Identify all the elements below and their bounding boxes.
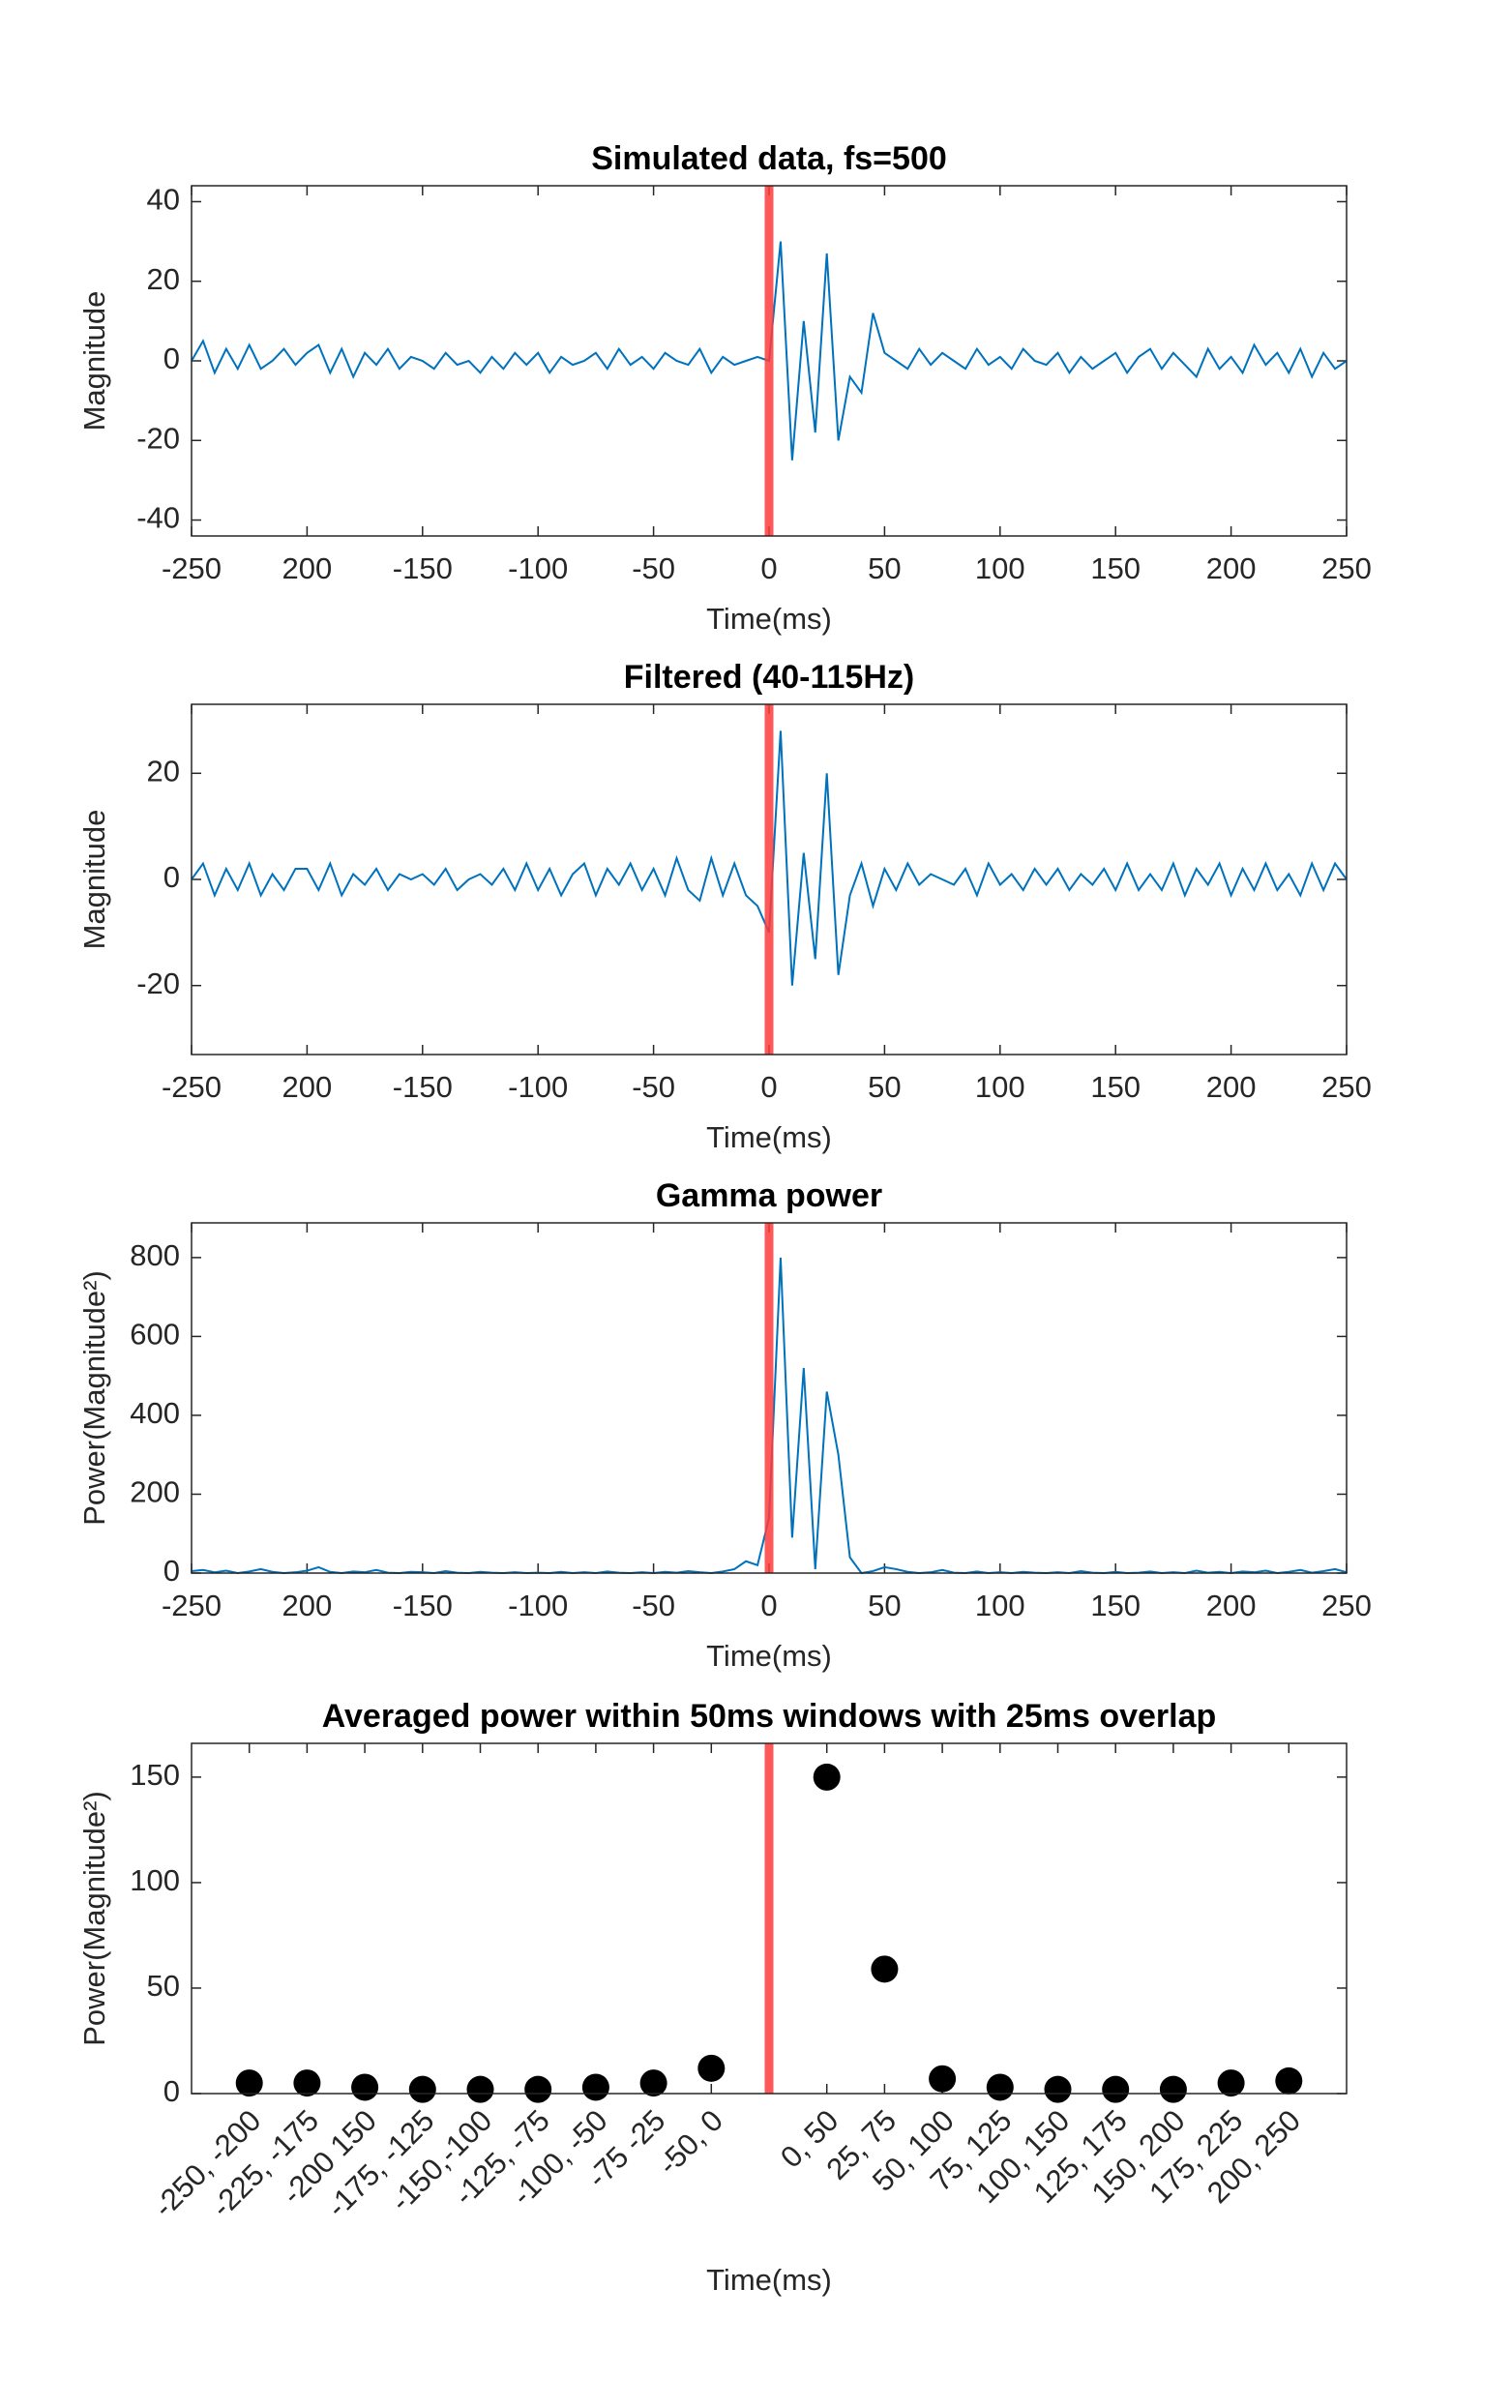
x-tick-label: 200 (282, 551, 333, 585)
x-axis-label: Time(ms) (706, 602, 832, 636)
x-tick-label: -150 (393, 1070, 453, 1104)
data-point (235, 2069, 263, 2097)
x-tick-label: -50, 0 (651, 2103, 729, 2182)
x-tick-label: 50 (868, 1070, 901, 1104)
y-tick-label: 100 (130, 1863, 180, 1897)
x-tick-label: 200 (1206, 551, 1257, 585)
x-tick-label: -50 (632, 1589, 675, 1622)
x-tick-label: -150 (393, 551, 453, 585)
data-point (466, 2075, 494, 2103)
axes-frame (191, 1222, 1348, 1574)
x-tick-label: -50 (632, 1070, 675, 1104)
data-point (351, 2073, 379, 2101)
x-tick-label: 250 (1321, 1589, 1372, 1622)
x-tick-label: 50 (868, 1589, 901, 1622)
x-tick-label: -250 (162, 1070, 222, 1104)
x-tick-label: -100 (508, 551, 568, 585)
y-tick-label: 800 (130, 1238, 180, 1272)
y-tick-label: 0 (163, 860, 180, 894)
x-tick-label: 200 (1206, 1070, 1257, 1104)
y-tick-label: 600 (130, 1318, 180, 1352)
data-point (1275, 2066, 1303, 2095)
y-axis-label: Power(Magnitude²) (77, 1791, 111, 2046)
y-tick-label: 20 (147, 754, 180, 788)
y-tick-label: 50 (147, 1969, 180, 2003)
y-tick-label: 0 (163, 2074, 180, 2108)
chart-title: Averaged power within 50ms windows with … (322, 1698, 1217, 1735)
y-tick-label: 150 (130, 1758, 180, 1792)
x-tick-label: -100 (508, 1070, 568, 1104)
x-tick-label: -150 (393, 1589, 453, 1622)
data-point (293, 2069, 321, 2097)
data-point (581, 2073, 609, 2101)
data-point (1217, 2069, 1245, 2097)
y-tick-label: 0 (163, 1554, 180, 1588)
data-point (524, 2075, 552, 2103)
x-tick-label: 0 (760, 1589, 777, 1622)
y-tick-label: 0 (163, 342, 180, 375)
x-axis-label: Time(ms) (706, 1120, 832, 1154)
data-point (813, 1763, 841, 1791)
y-tick-label: 20 (147, 262, 180, 296)
y-axis-label: Power(Magnitude²) (77, 1270, 111, 1526)
x-tick-label: 200 (282, 1070, 333, 1104)
x-tick-label: 100 (975, 1070, 1025, 1104)
x-tick-label: 200 (1206, 1589, 1257, 1622)
x-tick-label: 150 (1090, 551, 1141, 585)
x-tick-label: -250 (162, 551, 222, 585)
y-tick-label: -20 (136, 966, 180, 1000)
y-axis-label: Magnitude (77, 810, 111, 950)
y-tick-label: 200 (130, 1475, 180, 1509)
x-tick-label: 250 (1321, 1070, 1372, 1104)
x-tick-label: 50 (868, 551, 901, 585)
data-point (929, 2065, 957, 2093)
axes-frame (191, 185, 1348, 537)
x-tick-label: 0 (760, 551, 777, 585)
chart-title: Gamma power (656, 1177, 882, 1214)
chart-title: Filtered (40-115Hz) (624, 659, 914, 696)
x-tick-label: -250 (162, 1589, 222, 1622)
data-point (697, 2054, 726, 2082)
x-axis-label: Time(ms) (706, 2263, 832, 2297)
data-point (1102, 2075, 1130, 2103)
x-tick-label: 0 (760, 1070, 777, 1104)
y-tick-label: 400 (130, 1396, 180, 1430)
data-point (639, 2069, 667, 2097)
data-point (986, 2073, 1014, 2101)
x-tick-label: 100 (975, 551, 1025, 585)
data-point (408, 2075, 436, 2103)
data-point (1044, 2075, 1072, 2103)
y-axis-label: Magnitude (77, 291, 111, 431)
axes-frame (191, 1742, 1348, 2095)
x-tick-label: 100 (975, 1589, 1025, 1622)
y-tick-label: -40 (136, 501, 180, 535)
chart-title: Simulated data, fs=500 (591, 140, 947, 177)
x-tick-label: 150 (1090, 1070, 1141, 1104)
y-tick-label: -20 (136, 421, 180, 455)
axes-frame (191, 703, 1348, 1055)
x-tick-label: 200 (282, 1589, 333, 1622)
x-tick-label: 250 (1321, 551, 1372, 585)
x-tick-label: -100 (508, 1589, 568, 1622)
data-point (871, 1955, 899, 1983)
x-tick-label: -50 (632, 551, 675, 585)
x-axis-label: Time(ms) (706, 1639, 832, 1673)
y-tick-label: 40 (147, 183, 180, 217)
data-point (1159, 2075, 1187, 2103)
x-tick-label: 150 (1090, 1589, 1141, 1622)
